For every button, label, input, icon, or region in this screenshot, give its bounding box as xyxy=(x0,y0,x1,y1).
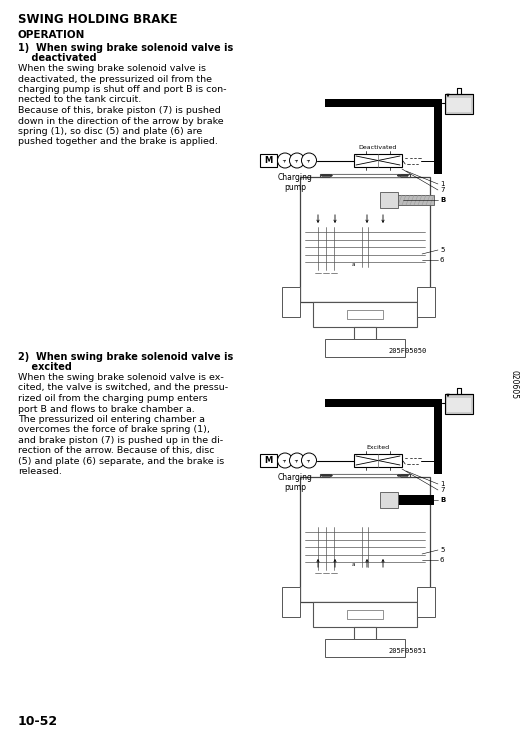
Text: M: M xyxy=(264,456,272,465)
Circle shape xyxy=(278,453,292,468)
Bar xyxy=(320,174,410,177)
Text: B: B xyxy=(440,197,445,203)
Bar xyxy=(445,94,473,114)
Bar xyxy=(380,492,398,508)
Text: Deactivated: Deactivated xyxy=(359,145,397,150)
Bar xyxy=(447,98,471,112)
Bar xyxy=(354,454,402,467)
Bar xyxy=(325,99,442,107)
Bar xyxy=(380,192,398,208)
Bar xyxy=(417,287,435,317)
Text: When the swing brake solenoid valve is ex-: When the swing brake solenoid valve is e… xyxy=(18,373,224,382)
Circle shape xyxy=(278,153,292,168)
Text: port B and flows to brake chamber a.: port B and flows to brake chamber a. xyxy=(18,404,195,413)
Bar xyxy=(325,339,405,357)
Text: pushed together and the brake is applied.: pushed together and the brake is applied… xyxy=(18,137,218,146)
Text: and brake piston (7) is pushed up in the di-: and brake piston (7) is pushed up in the… xyxy=(18,436,223,445)
Text: B: B xyxy=(440,497,445,503)
Bar xyxy=(434,399,442,474)
Bar xyxy=(354,627,376,652)
Bar xyxy=(260,154,277,167)
Text: 7: 7 xyxy=(440,487,445,493)
Bar xyxy=(330,474,400,477)
Bar xyxy=(313,602,417,627)
Text: spring (1), so disc (5) and plate (6) are: spring (1), so disc (5) and plate (6) ar… xyxy=(18,127,202,136)
Text: 020605: 020605 xyxy=(509,370,518,400)
Text: overcomes the force of brake spring (1),: overcomes the force of brake spring (1), xyxy=(18,425,210,434)
Text: rection of the arrow. Because of this, disc: rection of the arrow. Because of this, d… xyxy=(18,446,214,455)
Text: Charging
pump: Charging pump xyxy=(278,473,312,493)
Bar xyxy=(447,398,471,412)
Bar xyxy=(354,327,376,352)
Text: rized oil from the charging pump enters: rized oil from the charging pump enters xyxy=(18,394,208,403)
Bar xyxy=(347,610,383,619)
Bar xyxy=(325,639,405,657)
Bar xyxy=(349,639,381,647)
Bar xyxy=(387,495,434,505)
Circle shape xyxy=(301,153,316,168)
Text: M: M xyxy=(264,156,272,165)
Text: 6: 6 xyxy=(440,557,445,563)
Bar xyxy=(330,174,400,177)
Text: 5: 5 xyxy=(440,547,445,553)
Text: charging pump is shut off and port B is con-: charging pump is shut off and port B is … xyxy=(18,85,226,94)
Bar xyxy=(325,399,442,407)
Text: 205F05051: 205F05051 xyxy=(389,648,427,654)
Text: a: a xyxy=(351,262,355,268)
Text: 7: 7 xyxy=(440,187,445,193)
Bar xyxy=(347,310,383,319)
Bar xyxy=(260,454,277,467)
Bar xyxy=(434,99,442,174)
Text: Charging
pump: Charging pump xyxy=(278,173,312,193)
Text: 1)  When swing brake solenoid valve is: 1) When swing brake solenoid valve is xyxy=(18,43,233,53)
Bar xyxy=(445,394,473,414)
Circle shape xyxy=(301,453,316,468)
Text: Because of this, brake piston (7) is pushed: Because of this, brake piston (7) is pus… xyxy=(18,106,221,115)
Text: cited, the valve is switched, and the pressu-: cited, the valve is switched, and the pr… xyxy=(18,383,228,392)
Bar xyxy=(300,477,430,602)
Circle shape xyxy=(290,453,304,468)
Text: OPERATION: OPERATION xyxy=(18,30,85,40)
Text: Excited: Excited xyxy=(367,445,390,450)
Text: down in the direction of the arrow by brake: down in the direction of the arrow by br… xyxy=(18,116,224,125)
Text: 1: 1 xyxy=(440,181,445,187)
Text: 2)  When swing brake solenoid valve is: 2) When swing brake solenoid valve is xyxy=(18,352,233,362)
Bar xyxy=(313,302,417,327)
Text: 1: 1 xyxy=(440,481,445,487)
Text: a: a xyxy=(351,562,355,568)
Bar xyxy=(282,587,300,617)
Bar xyxy=(354,154,402,167)
Bar xyxy=(282,287,300,317)
Bar xyxy=(349,339,381,347)
Text: 205F05050: 205F05050 xyxy=(389,348,427,354)
Text: nected to the tank circuit.: nected to the tank circuit. xyxy=(18,95,141,104)
Text: 6: 6 xyxy=(440,257,445,263)
Bar xyxy=(387,195,434,205)
Bar xyxy=(320,474,410,477)
Text: (5) and plate (6) separate, and the brake is: (5) and plate (6) separate, and the brak… xyxy=(18,457,224,466)
Text: SWING HOLDING BRAKE: SWING HOLDING BRAKE xyxy=(18,13,177,26)
Text: The pressurized oil entering chamber a: The pressurized oil entering chamber a xyxy=(18,415,205,424)
Bar xyxy=(417,587,435,617)
Text: When the swing brake solenoid valve is: When the swing brake solenoid valve is xyxy=(18,64,206,73)
Text: deactivated, the pressurized oil from the: deactivated, the pressurized oil from th… xyxy=(18,74,212,83)
Text: 10-52: 10-52 xyxy=(18,715,58,728)
Text: released.: released. xyxy=(18,467,62,476)
Circle shape xyxy=(290,153,304,168)
Text: 5: 5 xyxy=(440,247,445,253)
Text: deactivated: deactivated xyxy=(18,53,97,63)
Bar xyxy=(300,177,430,302)
Text: excited: excited xyxy=(18,362,72,372)
